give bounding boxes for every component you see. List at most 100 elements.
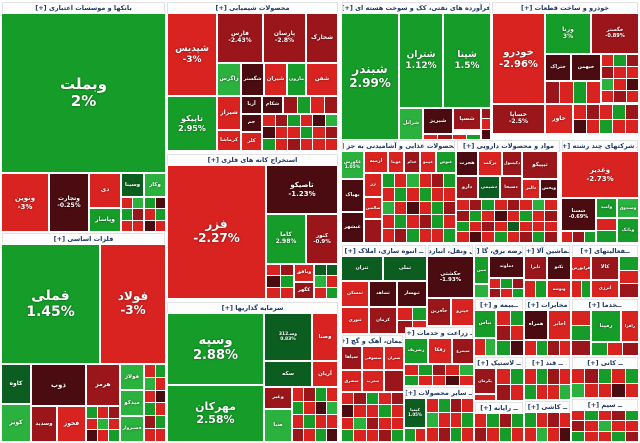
- stock-tile-small[interactable]: [274, 138, 288, 151]
- stock-tile-small[interactable]: [353, 404, 367, 418]
- stock-tile-small[interactable]: [544, 231, 558, 243]
- stock-tile-food[interactable]: غکورش 1.05%: [341, 151, 364, 179]
- stock-tile-metals[interactable]: فسبزوار: [120, 416, 144, 442]
- stock-tile-small[interactable]: [519, 209, 533, 222]
- stock-tile-autos[interactable]: ورنا 3%: [545, 13, 591, 54]
- stock-tile-small[interactable]: [572, 231, 585, 243]
- stock-tile-small[interactable]: [324, 114, 338, 127]
- stock-tile-cement[interactable]: سشرق: [341, 370, 362, 392]
- stock-tile-metals[interactable]: فخوز: [57, 406, 86, 442]
- stock-tile-small[interactable]: [418, 200, 432, 216]
- stock-tile-small[interactable]: [325, 427, 339, 442]
- stock-tile-small[interactable]: [459, 374, 474, 386]
- stock-tile-banks[interactable]: وکار: [144, 173, 166, 197]
- stock-tile-realestate[interactable]: ثنوری: [341, 307, 369, 334]
- stock-tile-chemicals[interactable]: کرماشا: [217, 130, 241, 151]
- sector-header-agri[interactable]: ــ زراعت و خدمات [+]: [405, 327, 473, 339]
- stock-tile-small[interactable]: [353, 416, 367, 430]
- stock-tile-realestate[interactable]: کرمان: [369, 307, 397, 334]
- stock-tile-small[interactable]: [573, 118, 587, 134]
- stock-tile-food[interactable]: غپینو: [420, 151, 436, 173]
- stock-tile-small[interactable]: [571, 280, 582, 298]
- stock-tile-small[interactable]: [418, 186, 432, 202]
- stock-tile-metals[interactable]: هرمز: [86, 364, 120, 406]
- stock-tile-small[interactable]: [426, 397, 439, 414]
- stock-tile-small[interactable]: [291, 387, 305, 402]
- stock-tile-food[interactable]: غدام: [404, 151, 420, 173]
- stock-tile-small[interactable]: [154, 402, 166, 417]
- stock-tile-small[interactable]: [378, 416, 392, 430]
- stock-tile-small[interactable]: [456, 209, 470, 222]
- stock-tile-small[interactable]: [597, 409, 613, 422]
- stock-tile-small[interactable]: [474, 338, 486, 356]
- stock-tile-metals[interactable]: فملی 1.45%: [1, 244, 100, 364]
- stock-tile-small[interactable]: [481, 209, 495, 222]
- stock-tile-machinery[interactable]: تایرا: [524, 256, 547, 280]
- stock-tile-small[interactable]: [519, 220, 533, 233]
- stock-tile-small[interactable]: [323, 96, 338, 114]
- stock-tile-small[interactable]: [558, 340, 571, 356]
- stock-tile-small[interactable]: [600, 54, 615, 67]
- stock-tile-small[interactable]: [86, 429, 98, 442]
- stock-tile-pharma[interactable]: تیپیکو: [522, 151, 558, 179]
- stock-tile-realestate[interactable]: ثمسکن: [341, 281, 369, 307]
- stock-tile-small[interactable]: [571, 325, 591, 341]
- stock-tile-small[interactable]: [437, 397, 451, 414]
- stock-tile-small[interactable]: [144, 402, 156, 417]
- stock-tile-chemicals[interactable]: کلر: [241, 132, 262, 151]
- stock-tile-small[interactable]: [437, 426, 451, 443]
- stock-tile-small[interactable]: [381, 200, 396, 216]
- stock-tile-chemicals[interactable]: شیراز: [217, 96, 241, 130]
- stock-tile-small[interactable]: [312, 114, 326, 127]
- stock-tile-small[interactable]: [418, 173, 432, 188]
- stock-tile-small[interactable]: [496, 368, 511, 385]
- sector-header-computer[interactable]: ــ رایانه [+]: [475, 402, 523, 414]
- stock-tile-small[interactable]: [509, 340, 524, 356]
- stock-tile-small[interactable]: [303, 414, 316, 429]
- sector-header-wires[interactable]: ــ سیم [+]: [572, 399, 638, 411]
- stock-tile-small[interactable]: [613, 78, 627, 91]
- stock-tile-banks[interactable]: دی: [89, 173, 121, 208]
- stock-tile-investments[interactable]: سکه: [264, 361, 312, 387]
- stock-tile-small[interactable]: [97, 417, 109, 431]
- stock-tile-services[interactable]: رمپنا: [591, 310, 621, 342]
- stock-tile-small[interactable]: [624, 430, 640, 443]
- stock-tile-small[interactable]: [611, 368, 626, 384]
- stock-tile-small[interactable]: [535, 368, 548, 385]
- stock-tile-small[interactable]: [600, 66, 615, 79]
- stock-tile-small[interactable]: [144, 428, 156, 442]
- stock-tile-small[interactable]: [451, 134, 467, 140]
- stock-tile-small[interactable]: [97, 406, 109, 419]
- stock-tile-pharma[interactable]: دالبر: [522, 179, 540, 199]
- stock-tile-small[interactable]: [468, 199, 483, 211]
- stock-tile-small[interactable]: [422, 134, 439, 140]
- stock-tile-small[interactable]: [132, 219, 144, 233]
- stock-tile-autos[interactable]: ختراک: [545, 54, 571, 81]
- stock-tile-small[interactable]: [121, 196, 133, 210]
- stock-tile-small[interactable]: [570, 420, 586, 432]
- stock-tile-small[interactable]: [547, 383, 560, 400]
- stock-tile-small[interactable]: [287, 114, 301, 127]
- stock-tile-small[interactable]: [535, 412, 548, 428]
- stock-tile-cement[interactable]: سغرب: [362, 370, 384, 392]
- stock-tile-food[interactable]: غویتا: [388, 151, 404, 173]
- stock-tile-small[interactable]: [488, 278, 502, 289]
- stock-tile-chemicals[interactable]: زاگرس: [217, 63, 241, 96]
- stock-tile-small[interactable]: [468, 231, 483, 243]
- stock-tile-small[interactable]: [547, 426, 560, 442]
- stock-tile-food[interactable]: غنوش: [436, 151, 456, 173]
- stock-tile-small[interactable]: [558, 426, 571, 442]
- stock-tile-pharma[interactable]: وپخش: [540, 179, 558, 199]
- stock-tile-small[interactable]: [442, 186, 457, 202]
- stock-tile-small[interactable]: [274, 126, 288, 139]
- sector-header-food[interactable]: ــ محصولات غذایی و آشامیدنی به جز [+]: [342, 140, 455, 152]
- stock-tile-small[interactable]: [314, 286, 327, 300]
- stock-tile-mining[interactable]: وبافق: [294, 264, 314, 282]
- stock-tile-small[interactable]: [365, 428, 380, 443]
- stock-tile-small[interactable]: [496, 384, 511, 401]
- sector-header-ceramic[interactable]: ــ کاشی [+]: [525, 401, 570, 413]
- stock-tile-small[interactable]: [468, 209, 483, 222]
- stock-tile-multi[interactable]: وصندوق: [617, 198, 639, 218]
- stock-tile-small[interactable]: [468, 220, 483, 233]
- stock-tile-small[interactable]: [266, 286, 281, 300]
